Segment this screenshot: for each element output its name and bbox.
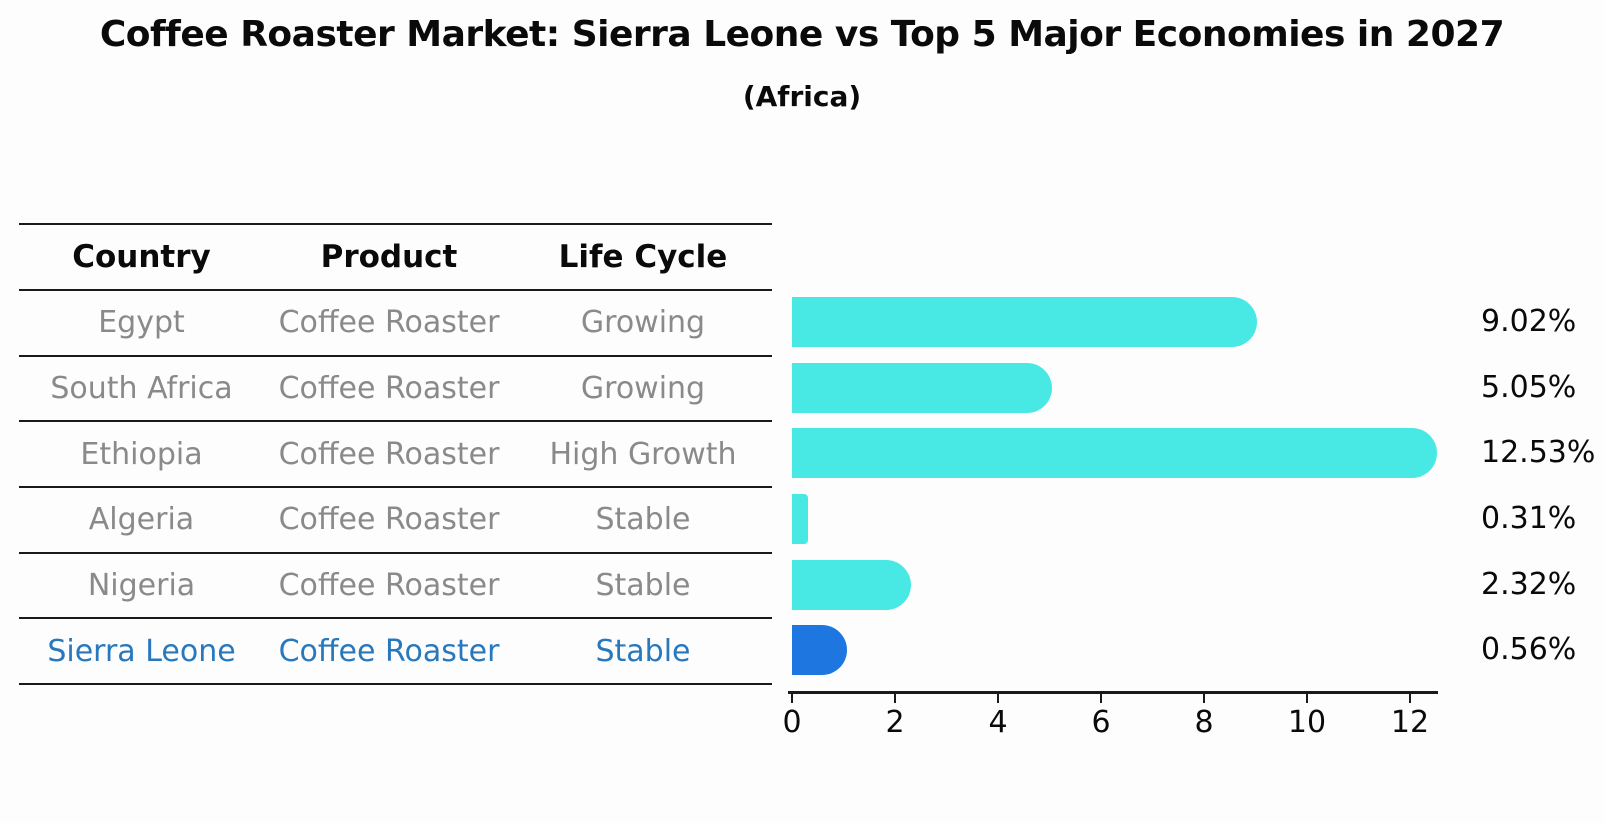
x-axis-tick <box>791 694 793 703</box>
table-header-row: Country Product Life Cycle <box>19 223 772 291</box>
table-row: Egypt Coffee Roaster Growing <box>19 291 772 357</box>
table-body: Egypt Coffee Roaster Growing South Afric… <box>19 291 772 686</box>
x-axis-ticks: 0 2 4 6 8 10 12 <box>782 694 1442 754</box>
bar-row <box>792 355 1442 421</box>
value-label: 0.31% <box>1481 501 1577 537</box>
bar-row <box>792 552 1442 618</box>
cell-life-cycle: Stable <box>595 502 691 538</box>
value-label: 5.05% <box>1481 369 1577 405</box>
cell-life-cycle: Growing <box>580 305 706 341</box>
value-bar <box>792 559 912 610</box>
table-row: South Africa Coffee Roaster Growing <box>19 357 772 423</box>
x-axis-tick <box>1203 694 1205 703</box>
bar-rows <box>792 289 1442 683</box>
header-product: Product <box>320 239 458 275</box>
value-bar <box>792 297 1257 347</box>
cell-product: Coffee Roaster <box>278 502 500 538</box>
x-axis-tick <box>1306 694 1308 703</box>
value-label: 2.32% <box>1481 566 1577 602</box>
value-bar <box>792 362 1053 413</box>
x-axis-tick-label: 12 <box>1390 705 1430 740</box>
bar-row <box>792 289 1442 355</box>
table-row: Nigeria Coffee Roaster Stable <box>19 554 772 620</box>
cell-life-cycle: Growing <box>580 371 706 407</box>
x-axis-tick-label: 6 <box>1091 705 1111 740</box>
x-axis-tick <box>997 694 999 703</box>
header-life-cycle: Life Cycle <box>558 239 728 275</box>
x-axis-tick <box>1100 694 1102 703</box>
bar-row <box>792 617 1442 683</box>
x-axis-tick-label: 4 <box>988 705 1008 740</box>
x-axis-tick-label: 2 <box>885 705 905 740</box>
cell-country: Sierra Leone <box>47 633 236 669</box>
cell-life-cycle: High Growth <box>549 436 737 472</box>
cell-product: Coffee Roaster <box>278 371 500 407</box>
cell-product: Coffee Roaster <box>278 436 500 472</box>
x-axis-line <box>788 691 1438 694</box>
table-row: Ethiopia Coffee Roaster High Growth <box>19 422 772 489</box>
cell-country: Algeria <box>88 502 195 538</box>
x-axis-tick-label: 0 <box>782 705 802 740</box>
cell-product: Coffee Roaster <box>278 568 500 604</box>
bar-row <box>792 486 1442 552</box>
cell-life-cycle: Stable <box>595 568 691 604</box>
value-bar <box>792 494 808 545</box>
x-axis-tick <box>894 694 896 703</box>
cell-country: Egypt <box>98 305 185 341</box>
page-title: Coffee Roaster Market: Sierra Leone vs T… <box>99 14 1505 55</box>
x-axis-tick <box>1409 694 1411 703</box>
value-label: 12.53% <box>1481 435 1596 471</box>
cell-life-cycle: Stable <box>595 633 691 669</box>
x-axis-tick-label: 10 <box>1287 705 1327 740</box>
cell-product: Coffee Roaster <box>278 633 500 669</box>
cell-country: South Africa <box>50 371 233 407</box>
value-label: 0.56% <box>1481 632 1577 668</box>
country-table: Country Product Life Cycle Egypt Coffee … <box>19 223 772 686</box>
cell-country: Nigeria <box>87 568 196 604</box>
bar-row <box>792 420 1442 486</box>
header-country: Country <box>72 239 211 275</box>
cell-country: Ethiopia <box>80 436 203 472</box>
table-row: Sierra Leone Coffee Roaster Stable <box>19 619 772 686</box>
table-row: Algeria Coffee Roaster Stable <box>19 488 772 554</box>
cell-product: Coffee Roaster <box>278 305 500 341</box>
x-axis-tick-label: 8 <box>1194 705 1214 740</box>
value-bar <box>792 428 1438 479</box>
value-label: 9.02% <box>1481 304 1577 339</box>
value-bar <box>792 625 847 676</box>
page-subtitle: (Africa) <box>742 80 862 113</box>
value-labels: 9.02% 5.05% 12.53% 0.31% 2.32% 0.56% <box>1481 289 1595 683</box>
